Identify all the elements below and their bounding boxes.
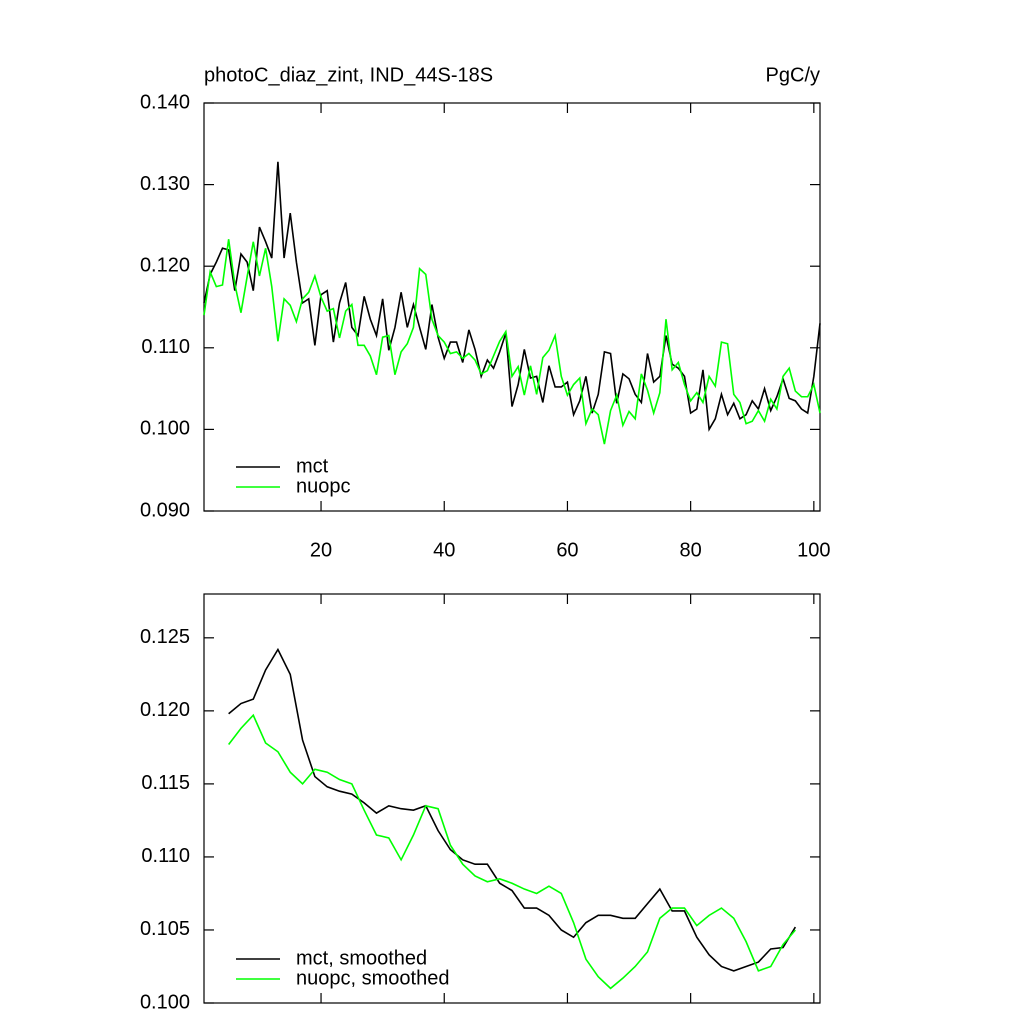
y-tick-label: 0.140	[140, 91, 190, 113]
data-line	[203, 161, 821, 432]
y-tick-label: 0.110	[141, 336, 190, 358]
x-tick-label: 20	[310, 539, 332, 561]
plot-frame	[203, 102, 821, 512]
y-tick-label: 0.120	[140, 254, 190, 276]
y-tick-label: 0.115	[141, 772, 190, 794]
legend-label: mct	[296, 455, 329, 477]
y-tick-label: 0.100	[140, 991, 190, 1013]
y-tick-label: 0.130	[140, 173, 190, 195]
data-line	[203, 239, 821, 445]
x-tick-label: 80	[680, 539, 702, 561]
y-tick-label: 0.120	[140, 699, 190, 721]
legend-label: nuopc, smoothed	[296, 967, 449, 989]
y-tick-label: 0.105	[140, 918, 190, 940]
y-tick-label: 0.110	[141, 845, 190, 867]
y-tick-label: 0.125	[140, 626, 190, 648]
legend-label: nuopc	[296, 475, 351, 497]
y-tick-label: 0.090	[140, 499, 190, 521]
data-line	[228, 647, 797, 972]
legend-label: mct, smoothed	[296, 947, 427, 969]
plot-frame	[203, 593, 821, 1004]
units-label: PgC/y	[766, 64, 820, 86]
data-line	[228, 713, 796, 990]
y-tick-label: 0.100	[140, 418, 190, 440]
x-tick-label: 100	[797, 539, 830, 561]
chart-title: photoC_diaz_zint, IND_44S-18S	[204, 64, 493, 86]
x-tick-label: 60	[556, 539, 578, 561]
x-tick-label: 40	[433, 539, 455, 561]
